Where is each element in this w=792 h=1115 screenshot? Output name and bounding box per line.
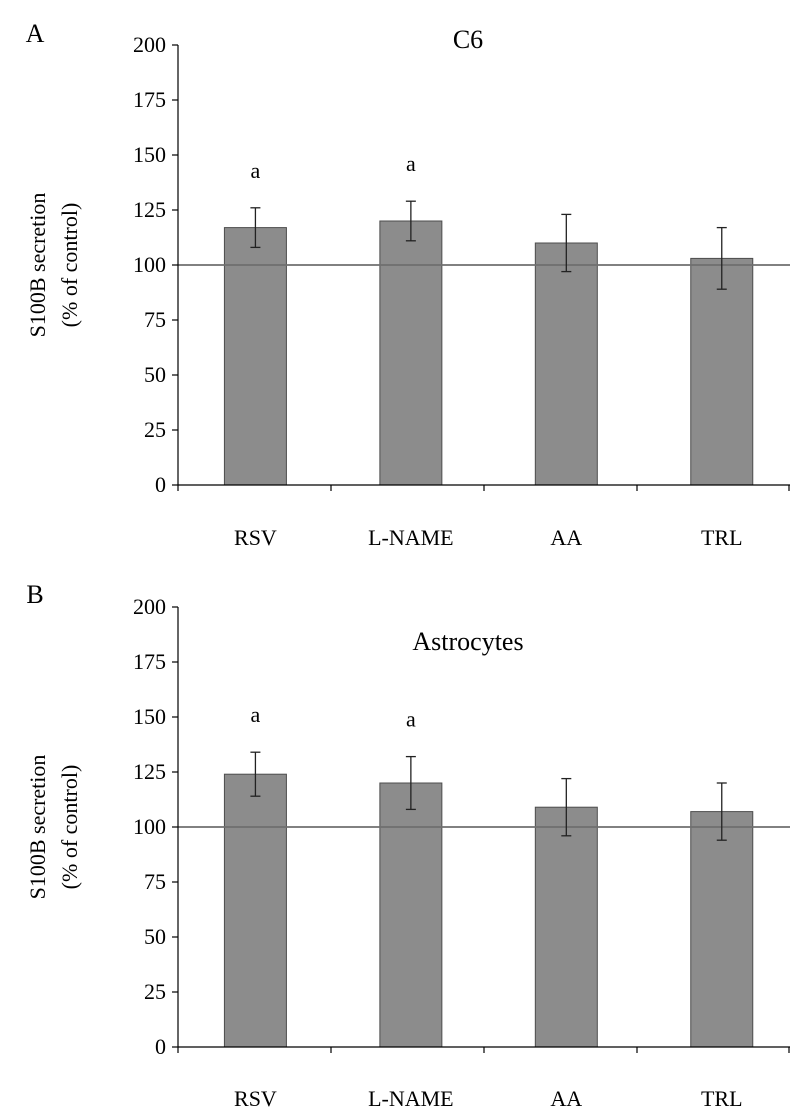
significance-label: a [406,151,416,176]
bar-rsv [223,773,287,1048]
y-tick-label: 200 [133,594,166,619]
x-tick-label: TRL [701,1086,743,1111]
y-tick-label: 125 [133,759,166,784]
x-tick-label: L-NAME [368,1086,454,1111]
y-axis-title-line: (% of control) [57,203,82,328]
bar-trl [690,811,754,1048]
y-tick-label: 100 [133,814,166,839]
panel-b: B Astrocytes S100B secretion (% of control)… [25,580,790,1111]
bar-rsv [223,227,287,486]
y-tick-label: 50 [144,362,166,387]
y-tick-label: 125 [133,197,166,222]
x-tick-label: AA [550,525,582,550]
error-bar [716,226,727,290]
error-bar [716,782,727,841]
error-bar [561,777,572,837]
x-tick-label: RSV [234,525,277,550]
y-axis-title-line: S100B secretion [25,193,50,338]
y-tick-label: 0 [155,472,166,497]
y-tick-label: 0 [155,1034,166,1059]
panel-a: A C6 S100B secretion (% of control) a a 0 25 50 7… [25,19,790,550]
chart-title: Astrocytes [412,627,523,656]
bar-l-name [379,782,443,1048]
significance-label: a [251,158,261,183]
y-tick-label: 150 [133,704,166,729]
error-bar [250,751,261,797]
significance-label: a [251,702,261,727]
error-bar [405,200,416,242]
x-tick-label: RSV [234,1086,277,1111]
error-bar [405,755,416,811]
chart-title: C6 [453,25,483,54]
y-tick-label: 25 [144,979,166,1004]
y-tick-label: 75 [144,307,166,332]
bar-aa [534,806,598,1048]
panel-letter: A [26,19,45,48]
x-tick-label: TRL [701,525,743,550]
x-tick-label: L-NAME [368,525,454,550]
bar-trl [690,257,754,486]
y-tick-label: 50 [144,924,166,949]
y-tick-label: 150 [133,142,166,167]
bar-aa [534,242,598,486]
panel-letter: B [26,580,43,609]
y-tick-label: 25 [144,417,166,442]
error-bar [250,207,261,249]
y-axis-title-line: S100B secretion [25,755,50,900]
significance-label: a [406,707,416,732]
y-tick-label: 175 [133,649,166,674]
x-tick-label: AA [550,1086,582,1111]
y-tick-label: 175 [133,87,166,112]
bar-l-name [379,220,443,486]
y-axis-title-line: (% of control) [57,765,82,890]
error-bar [561,213,572,273]
y-tick-label: 100 [133,252,166,277]
y-tick-label: 75 [144,869,166,894]
y-tick-label: 200 [133,32,166,57]
